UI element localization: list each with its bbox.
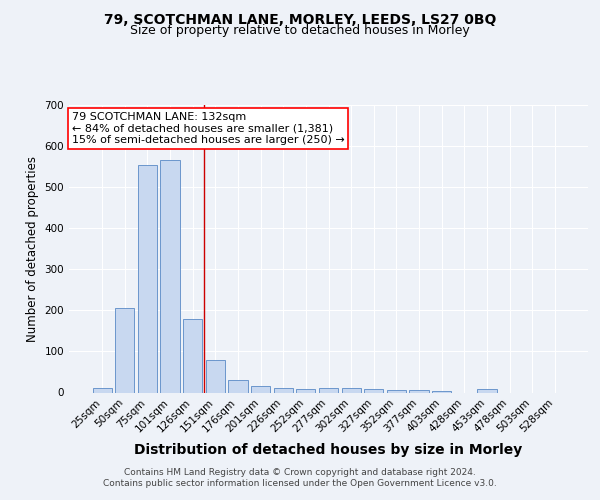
Bar (274, 388, 293, 392)
Bar (251, 386, 270, 392)
X-axis label: Distribution of detached houses by size in Morley: Distribution of detached houses by size … (134, 442, 523, 456)
Bar (138, 164, 157, 392)
Bar (387, 390, 406, 392)
Bar (92, 388, 112, 392)
Bar (160, 160, 180, 392)
Text: Size of property relative to detached houses in Morley: Size of property relative to detached ho… (130, 24, 470, 37)
Bar (341, 388, 361, 392)
Bar (206, 360, 225, 392)
Bar (477, 389, 497, 392)
Bar (183, 318, 202, 392)
Bar (296, 389, 316, 392)
Text: Contains HM Land Registry data © Crown copyright and database right 2024.
Contai: Contains HM Land Registry data © Crown c… (103, 468, 497, 487)
Bar (409, 390, 428, 392)
Bar (319, 388, 338, 392)
Y-axis label: Number of detached properties: Number of detached properties (26, 156, 39, 342)
Bar (229, 380, 248, 392)
Text: 79, SCOTCHMAN LANE, MORLEY, LEEDS, LS27 0BQ: 79, SCOTCHMAN LANE, MORLEY, LEEDS, LS27 … (104, 12, 496, 26)
Text: 79 SCOTCHMAN LANE: 132sqm
← 84% of detached houses are smaller (1,381)
15% of se: 79 SCOTCHMAN LANE: 132sqm ← 84% of detac… (71, 112, 344, 146)
Bar (115, 308, 134, 392)
Bar (364, 389, 383, 392)
